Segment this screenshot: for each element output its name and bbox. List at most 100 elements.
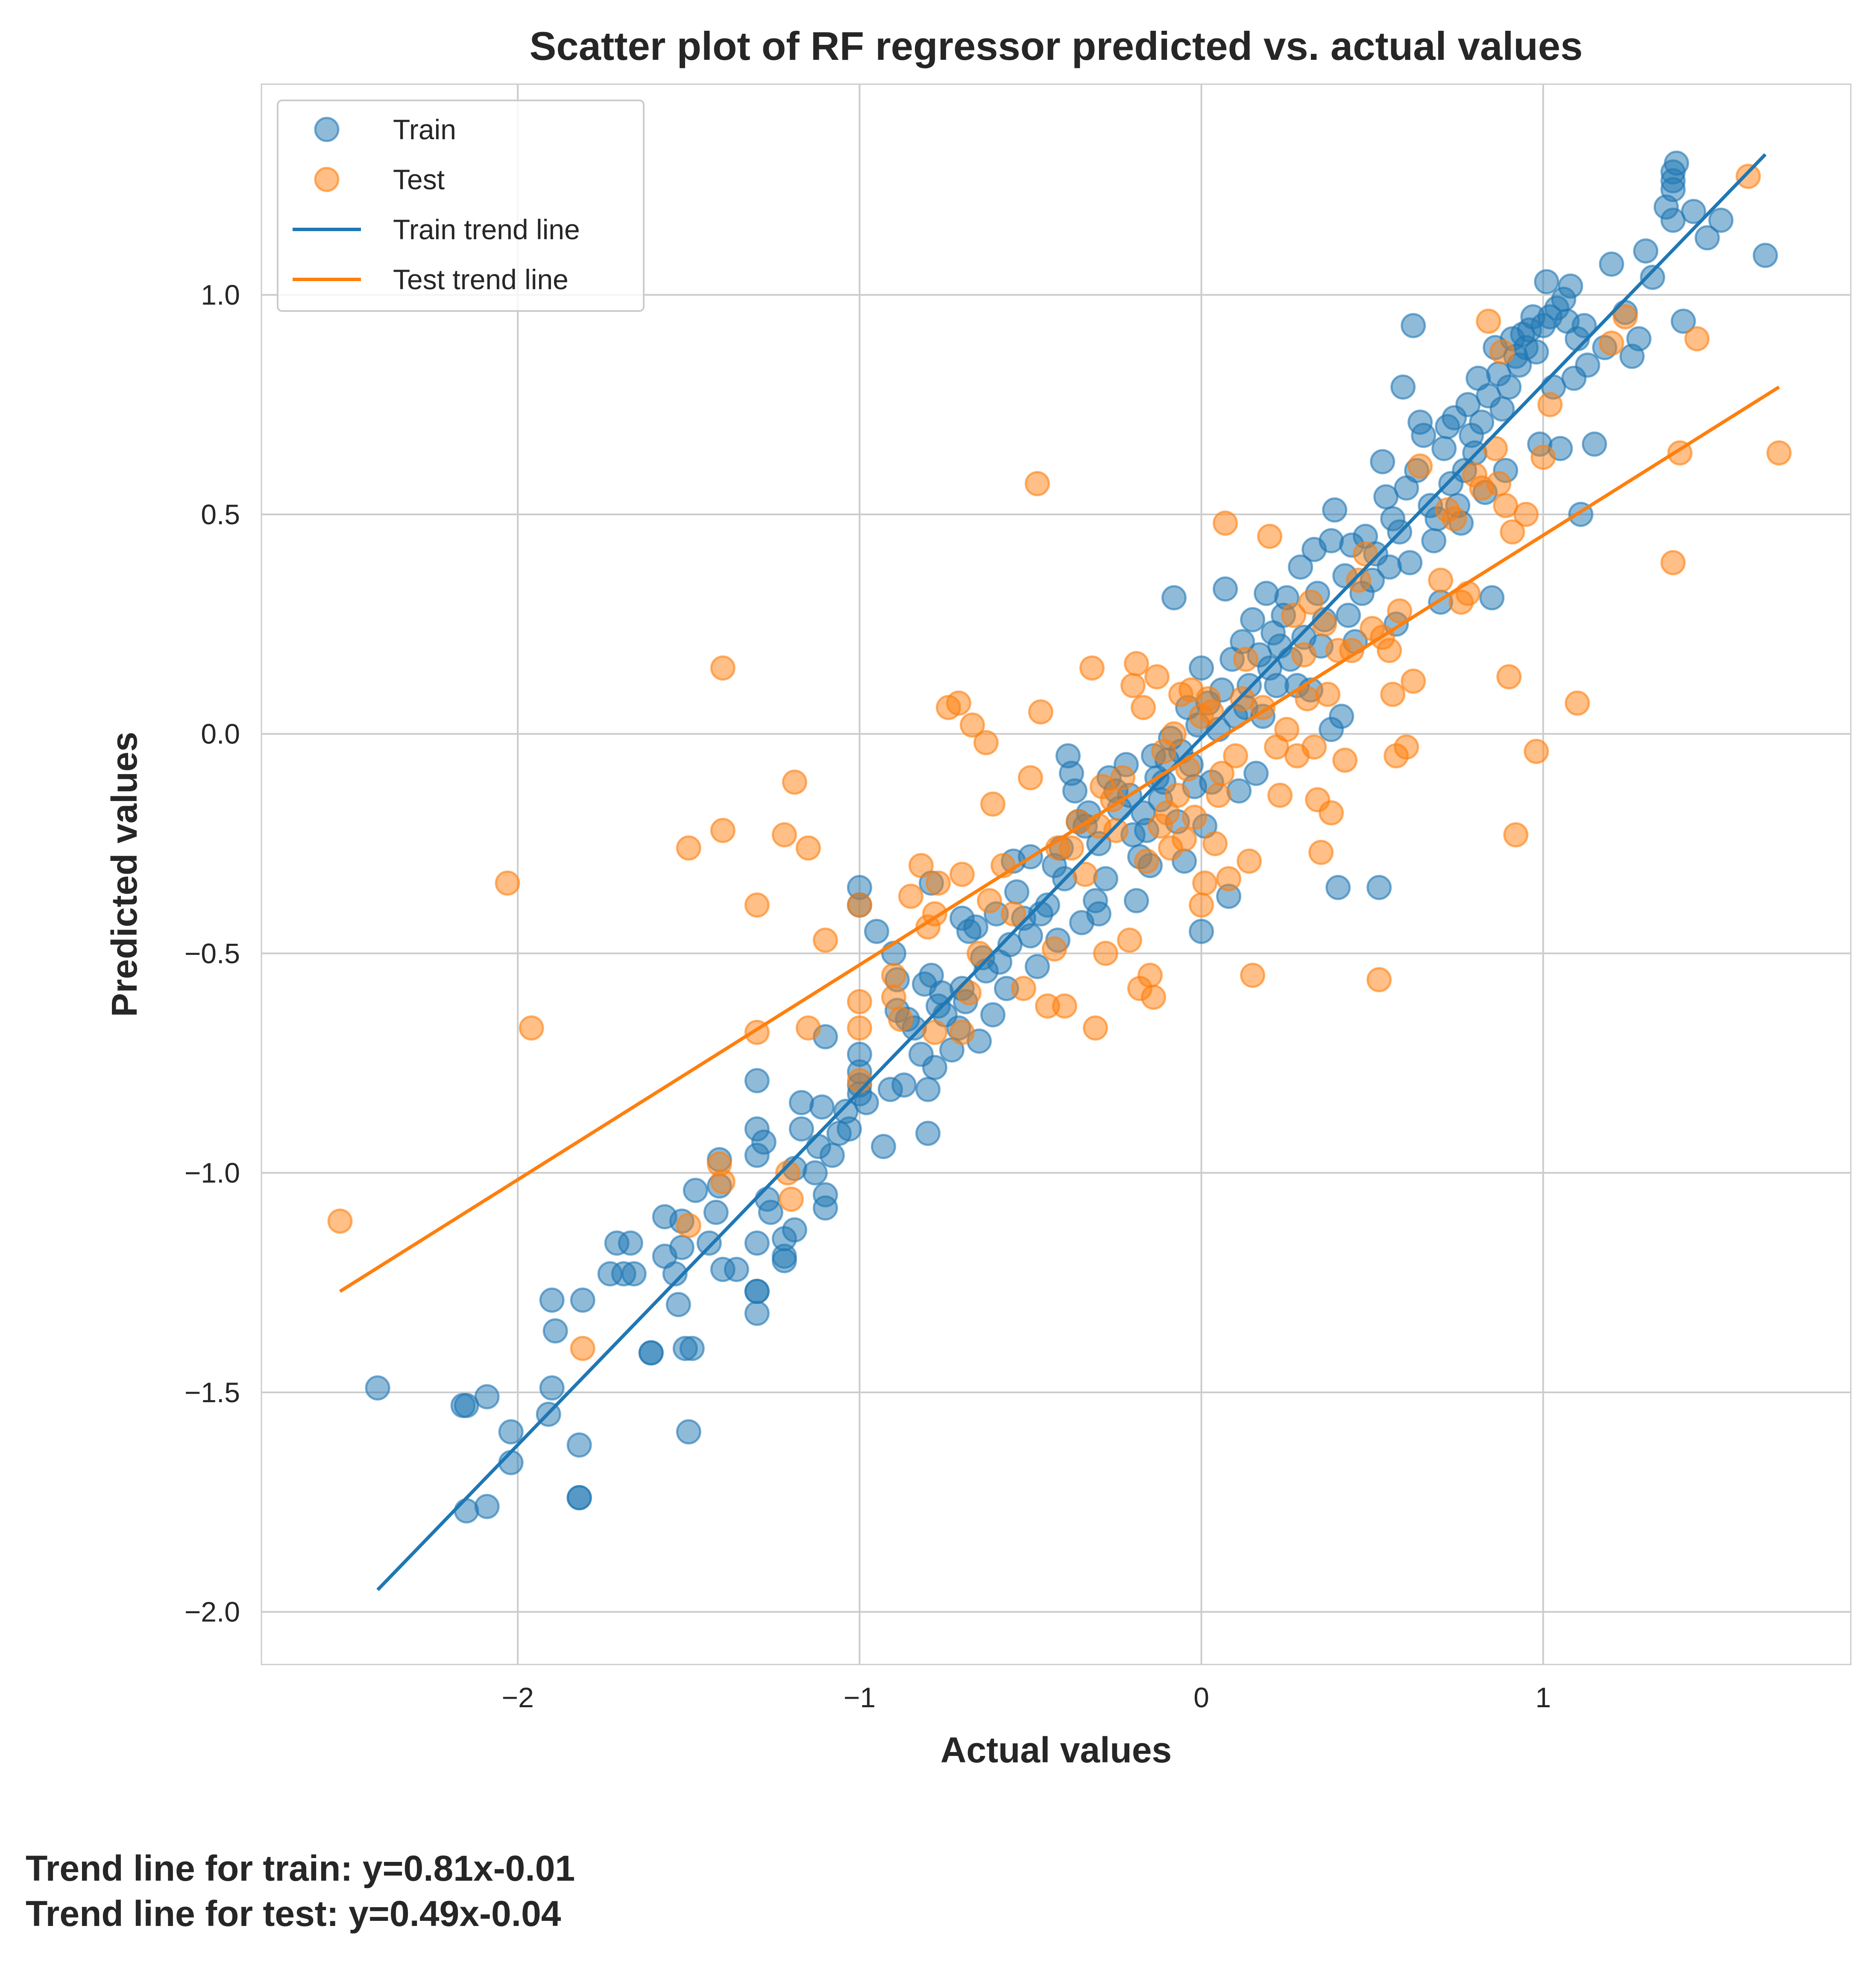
train-point [1431, 436, 1457, 461]
train-point [696, 1230, 722, 1256]
test-point [1500, 519, 1525, 545]
legend-marker-test [314, 167, 340, 192]
test-point [1486, 471, 1512, 496]
train-point [963, 914, 988, 940]
test-point [881, 963, 906, 988]
test-point [1240, 963, 1266, 988]
test-point [1120, 673, 1146, 699]
test-point [1274, 716, 1300, 742]
train-point [1558, 273, 1583, 299]
test-point [495, 870, 520, 896]
test-point [1059, 835, 1085, 861]
train-point [1086, 901, 1112, 927]
test-point [1766, 440, 1792, 466]
test-point [1476, 308, 1501, 334]
train-point [454, 1498, 479, 1524]
train-point [1024, 954, 1050, 979]
test-point [1684, 326, 1710, 352]
test-point [1735, 164, 1761, 189]
train-point [1660, 177, 1686, 203]
train-point [1633, 238, 1659, 264]
test-point [1093, 940, 1119, 966]
test-point [1144, 664, 1170, 690]
train-point [1226, 778, 1252, 804]
test-point [1192, 870, 1218, 896]
train-trend-equation: Trend line for train: y=0.81x-0.01 [26, 1848, 575, 1888]
test-point [1660, 550, 1686, 575]
test-point [1565, 690, 1590, 716]
plot-area-frame [261, 83, 1852, 1665]
test-point [1257, 523, 1283, 549]
test-point [1137, 963, 1163, 988]
train-point [751, 1129, 777, 1155]
test-point [1209, 760, 1235, 786]
test-point [1366, 967, 1392, 992]
train-point [1319, 528, 1344, 554]
train-point [1694, 225, 1720, 251]
test-point [1110, 765, 1136, 790]
test-point [1442, 506, 1467, 531]
y-tick-label: −0.5 [185, 937, 240, 969]
test-trend-line [339, 385, 1780, 1293]
train-point [1366, 875, 1392, 900]
test-point [1011, 976, 1036, 1001]
test-point [710, 1169, 736, 1195]
test-point [1052, 993, 1078, 1019]
test-point [1339, 637, 1365, 663]
train-point [1017, 923, 1043, 948]
train-point [1469, 409, 1495, 435]
train-point [1664, 150, 1689, 176]
test-point [744, 892, 770, 918]
train-point [744, 1301, 770, 1326]
test-point [1202, 831, 1228, 857]
legend-label-test-trend-line: Test trend line [393, 264, 569, 295]
test-point [1380, 681, 1406, 707]
train-point [1336, 602, 1361, 628]
train-point [1524, 339, 1549, 365]
test-point [1028, 699, 1053, 725]
train-point [819, 1142, 845, 1168]
train-point [618, 1230, 643, 1256]
legend-label-test: Test [393, 164, 445, 195]
y-tick-label: −2.0 [185, 1596, 240, 1628]
test-point [1537, 392, 1563, 417]
y-tick-label: −1.5 [185, 1377, 240, 1408]
train-point [1288, 554, 1313, 580]
test-point [956, 980, 982, 1006]
test-point [1496, 664, 1522, 690]
test-point [1165, 783, 1190, 808]
test-point [1199, 699, 1225, 725]
train-point [669, 1235, 695, 1260]
train-point [809, 1094, 835, 1120]
test-point [1124, 651, 1149, 676]
test-point [1182, 804, 1208, 830]
test-point [1189, 892, 1214, 918]
test-point [1319, 800, 1344, 826]
train-point [864, 919, 889, 944]
train-point [724, 1256, 749, 1282]
test-point [847, 1015, 872, 1041]
train-point [474, 1384, 500, 1409]
test-point [1161, 721, 1187, 747]
test-point [1503, 822, 1529, 848]
train-point [812, 1195, 838, 1221]
train-point [922, 1055, 947, 1080]
train-point [871, 1134, 896, 1160]
test-point [898, 884, 923, 909]
test-point [1612, 304, 1638, 330]
train-point [1626, 326, 1652, 352]
test-point [1206, 783, 1231, 808]
test-point [812, 928, 838, 953]
train-point [744, 1068, 770, 1093]
test-point [1346, 567, 1372, 593]
train-point [1390, 374, 1416, 400]
test-point [1489, 339, 1515, 365]
test-point [676, 1213, 701, 1238]
train-point [915, 1121, 941, 1146]
test-point [1000, 901, 1026, 927]
train-point [1062, 778, 1088, 804]
test-point [1530, 444, 1556, 470]
train-point [1213, 576, 1238, 602]
train-point [1534, 269, 1559, 294]
train-point [1640, 264, 1665, 290]
